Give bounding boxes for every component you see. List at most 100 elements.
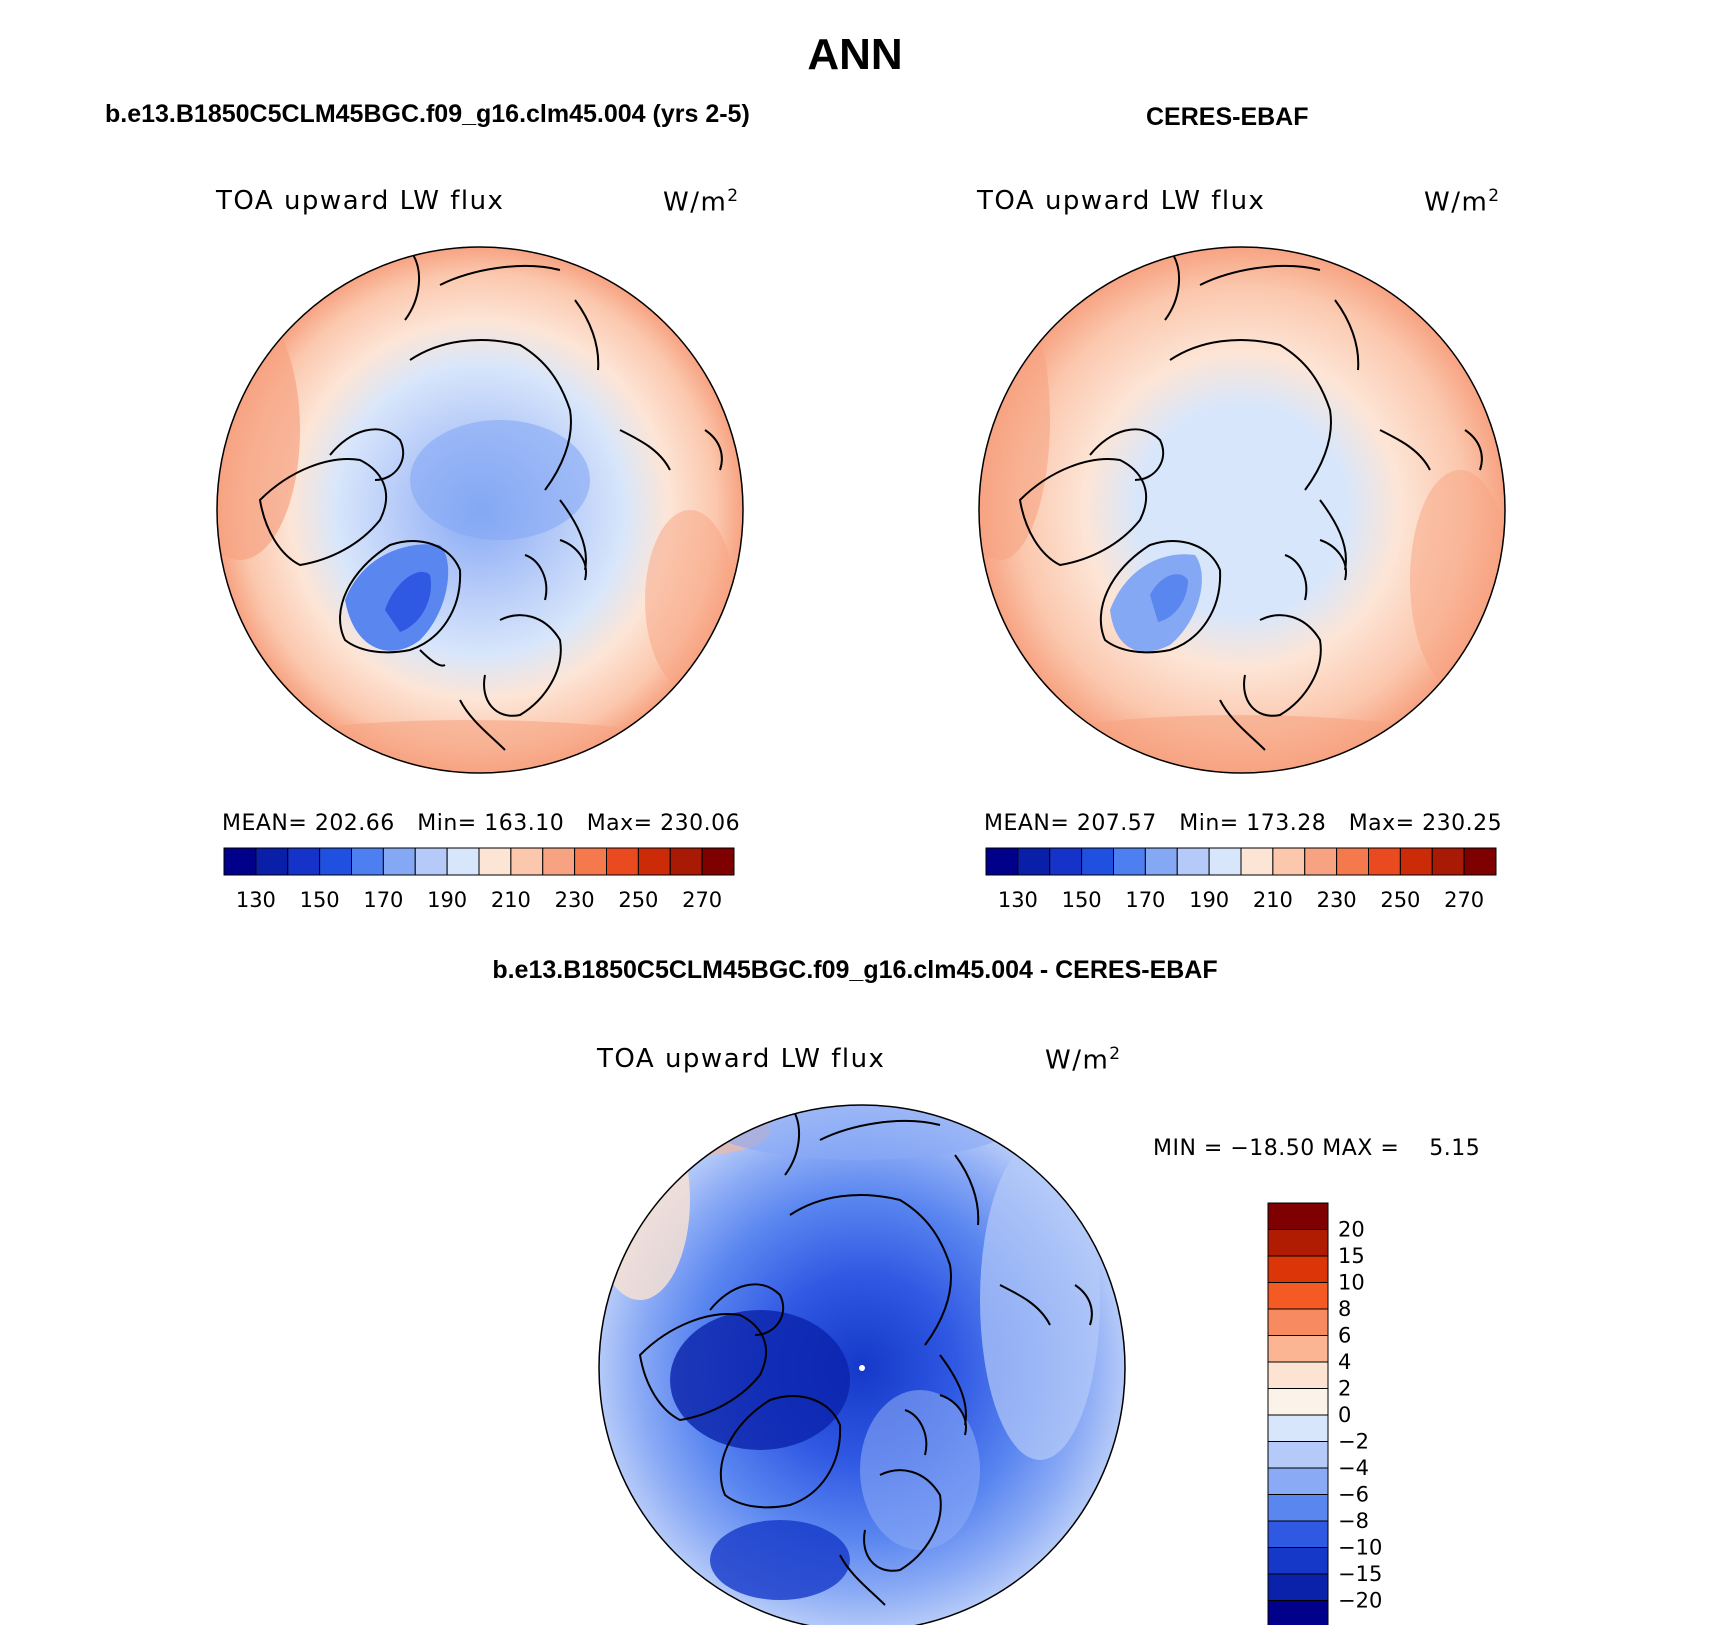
diff-units-sup: 2 bbox=[1109, 1044, 1122, 1064]
model-colorbar-label: 150 bbox=[300, 888, 340, 912]
diff-units-text: W/m bbox=[1045, 1045, 1110, 1076]
diff-colorbar-label: 4 bbox=[1338, 1350, 1351, 1374]
diff-units-label: W/m2 bbox=[1045, 1044, 1122, 1076]
diff-colorbar-label: 10 bbox=[1338, 1271, 1365, 1295]
model-units-label: W/m2 bbox=[663, 186, 740, 218]
model-colorbar-label: 270 bbox=[682, 888, 722, 912]
model-colorbar-label: 210 bbox=[491, 888, 531, 912]
model-colorbar-box bbox=[606, 847, 639, 876]
obs-colorbar-box bbox=[1049, 847, 1083, 876]
obs-colorbar-box bbox=[1272, 847, 1306, 876]
obs-units-sup: 2 bbox=[1488, 186, 1501, 206]
diff-colorbar-label: −15 bbox=[1338, 1562, 1382, 1586]
model-units-sup: 2 bbox=[727, 186, 740, 206]
model-colorbar-box bbox=[701, 847, 735, 876]
diff-colorbar-label: −10 bbox=[1338, 1536, 1382, 1560]
diff-colorbar-box bbox=[1267, 1520, 1329, 1548]
diff-panel-header: b.e13.B1850C5CLM45BGC.f09_g16.clm45.004 … bbox=[492, 956, 1218, 984]
diff-colorbar-box bbox=[1267, 1229, 1329, 1257]
obs-stats: MEAN= 207.57 Min= 173.28 Max= 230.25 bbox=[984, 811, 1503, 836]
obs-units-text: W/m bbox=[1424, 187, 1489, 218]
obs-colorbar-box bbox=[1368, 847, 1401, 876]
diff-colorbar-box bbox=[1267, 1547, 1329, 1575]
model-colorbar-box bbox=[319, 847, 352, 876]
obs-variable-label: TOA upward LW flux bbox=[977, 186, 1266, 216]
diff-colorbar-box bbox=[1267, 1573, 1329, 1601]
obs-panel-header: CERES-EBAF bbox=[1146, 103, 1309, 131]
model-colorbar-box bbox=[255, 847, 289, 876]
model-colorbar-box bbox=[542, 847, 576, 876]
model-colorbar-label: 130 bbox=[236, 888, 276, 912]
obs-colorbar-label: 270 bbox=[1444, 888, 1484, 912]
diff-colorbar-label: 15 bbox=[1338, 1244, 1365, 1268]
model-colorbar-box bbox=[287, 847, 321, 876]
diff-colorbar-label: 6 bbox=[1338, 1324, 1351, 1348]
diff-colorbar-label: 20 bbox=[1338, 1218, 1365, 1242]
obs-colorbar-label: 250 bbox=[1380, 888, 1420, 912]
diff-colorbar-box bbox=[1267, 1600, 1329, 1625]
diff-variable-label: TOA upward LW flux bbox=[597, 1044, 886, 1074]
model-colorbar-box bbox=[382, 847, 416, 876]
model-colorbar-label: 190 bbox=[427, 888, 467, 912]
diff-colorbar-box bbox=[1267, 1388, 1329, 1416]
page-title: ANN bbox=[807, 30, 903, 79]
model-colorbar-box bbox=[669, 847, 703, 876]
obs-colorbar-box bbox=[1113, 847, 1146, 876]
diff-colorbar-label: −4 bbox=[1338, 1456, 1369, 1480]
diff-colorbar-box bbox=[1267, 1255, 1329, 1283]
model-units-text: W/m bbox=[663, 187, 728, 218]
obs-colorbar-label: 150 bbox=[1062, 888, 1102, 912]
obs-colorbar-box bbox=[1240, 847, 1274, 876]
obs-colorbar-box bbox=[1144, 847, 1178, 876]
obs-colorbar-box bbox=[1081, 847, 1114, 876]
obs-colorbar-label: 170 bbox=[1125, 888, 1165, 912]
model-map bbox=[216, 246, 744, 774]
diff-colorbar-label: 2 bbox=[1338, 1377, 1351, 1401]
model-panel-header: b.e13.B1850C5CLM45BGC.f09_g16.clm45.004 … bbox=[105, 100, 750, 128]
obs-colorbar-box bbox=[1304, 847, 1338, 876]
diff-colorbar-label: 0 bbox=[1338, 1403, 1351, 1427]
model-stats: MEAN= 202.66 Min= 163.10 Max= 230.06 bbox=[222, 811, 741, 836]
obs-colorbar-box bbox=[1176, 847, 1210, 876]
diff-colorbar-label: −8 bbox=[1338, 1509, 1369, 1533]
diff-colorbar-label: 8 bbox=[1338, 1297, 1351, 1321]
obs-units-label: W/m2 bbox=[1424, 186, 1501, 218]
diff-colorbar-box bbox=[1267, 1441, 1329, 1469]
model-colorbar-box bbox=[414, 847, 448, 876]
diff-minmax: MIN = −18.50 MAX = 5.15 bbox=[1153, 1136, 1481, 1161]
diff-colorbar-box bbox=[1267, 1361, 1329, 1389]
diff-map bbox=[598, 1104, 1126, 1625]
obs-colorbar-box bbox=[985, 847, 1019, 876]
diff-colorbar-box bbox=[1267, 1308, 1329, 1336]
model-colorbar-box bbox=[574, 847, 607, 876]
obs-colorbar-box bbox=[1399, 847, 1433, 876]
diff-colorbar-box bbox=[1267, 1335, 1329, 1363]
obs-colorbar-box bbox=[1336, 847, 1369, 876]
diff-colorbar-label: −20 bbox=[1338, 1589, 1382, 1613]
diff-colorbar-box bbox=[1267, 1282, 1329, 1310]
model-colorbar-label: 170 bbox=[363, 888, 403, 912]
diff-colorbar-box bbox=[1267, 1467, 1329, 1495]
model-colorbar-box bbox=[637, 847, 671, 876]
obs-map bbox=[978, 246, 1506, 774]
model-colorbar-box bbox=[510, 847, 544, 876]
diff-colorbar-label: −2 bbox=[1338, 1430, 1369, 1454]
obs-colorbar-box bbox=[1431, 847, 1465, 876]
obs-colorbar-label: 130 bbox=[998, 888, 1038, 912]
diff-colorbar-label: −6 bbox=[1338, 1483, 1369, 1507]
model-colorbar-box bbox=[351, 847, 384, 876]
obs-colorbar-label: 230 bbox=[1317, 888, 1357, 912]
obs-colorbar: 130 150 170 190 210 230 250 270 bbox=[985, 847, 1497, 912]
obs-colorbar-box bbox=[1017, 847, 1051, 876]
diff-colorbar-box bbox=[1267, 1494, 1329, 1522]
diff-colorbar-box bbox=[1267, 1414, 1329, 1442]
model-colorbar-box bbox=[446, 847, 480, 876]
model-colorbar-box bbox=[478, 847, 512, 876]
model-colorbar-label: 230 bbox=[555, 888, 595, 912]
diff-colorbar-box bbox=[1267, 1202, 1329, 1230]
obs-colorbar-label: 210 bbox=[1253, 888, 1293, 912]
model-colorbar-box bbox=[223, 847, 257, 876]
obs-colorbar-label: 190 bbox=[1189, 888, 1229, 912]
